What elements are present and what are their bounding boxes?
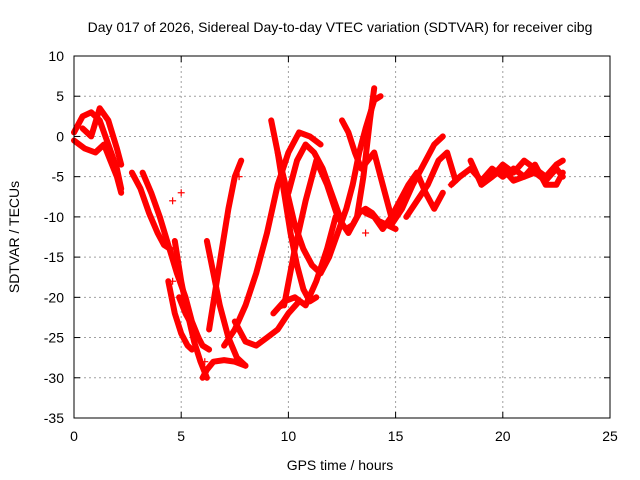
y-tick-label: 5	[56, 88, 64, 104]
y-tick-label: 10	[48, 48, 64, 64]
series-arc-17	[285, 141, 343, 220]
series-arc-18	[274, 149, 324, 277]
series-arc-7	[176, 294, 213, 353]
data-point-marker	[169, 197, 177, 205]
data-point-marker	[456, 173, 464, 181]
series-arc-3	[79, 105, 125, 168]
y-axis-label: SDTVAR / TECUs	[6, 181, 22, 293]
chart-title: Day 017 of 2026, Sidereal Day-to-day VTE…	[88, 19, 593, 35]
y-tick-label: -25	[44, 330, 64, 346]
x-tick-label: 10	[281, 428, 297, 444]
data-point-marker	[177, 189, 185, 197]
series-arc-22	[362, 169, 446, 232]
series-layer	[71, 85, 566, 381]
series-arc-13	[221, 129, 324, 349]
x-axis-label: GPS time / hours	[287, 457, 394, 473]
series-arc-23	[388, 133, 446, 228]
x-tick-label: 5	[177, 428, 185, 444]
x-tick-label: 0	[70, 428, 78, 444]
y-tick-label: -5	[52, 169, 65, 185]
data-point-marker	[278, 301, 286, 309]
x-tick-label: 25	[602, 428, 618, 444]
data-point-marker	[201, 358, 209, 366]
series-arc-10	[206, 157, 245, 333]
y-tick-label: -10	[44, 209, 64, 225]
data-point-marker	[362, 229, 370, 237]
series-arc-1	[71, 109, 125, 192]
plot-frame	[73, 55, 611, 419]
x-tick-label: 20	[495, 428, 511, 444]
data-point-marker	[169, 277, 177, 285]
series-arc-24	[403, 149, 459, 220]
ticks: 0 5 10 15 20 25 -35 -30 -25 -20 -15 -10 -5 0 5 10	[44, 48, 618, 444]
y-tick-label: -20	[44, 289, 64, 305]
series-arc-2	[71, 137, 125, 196]
series-arc-21	[339, 117, 395, 220]
data-point-marker	[447, 181, 455, 189]
y-tick-label: -30	[44, 370, 64, 386]
series-arc-8	[165, 278, 195, 353]
x-tick-label: 15	[388, 428, 404, 444]
series-arc-12	[231, 298, 303, 349]
series-arc-11	[203, 238, 249, 369]
series-arc-4	[128, 169, 174, 253]
points-layer	[169, 173, 464, 366]
series-arc-27	[478, 157, 566, 188]
series-arc-19	[317, 93, 384, 277]
y-tick-label: -15	[44, 249, 64, 265]
data-point-marker	[235, 173, 243, 181]
y-tick-label: 0	[56, 128, 64, 144]
series-arc-9	[199, 357, 249, 381]
y-tick-label: -35	[44, 410, 64, 426]
